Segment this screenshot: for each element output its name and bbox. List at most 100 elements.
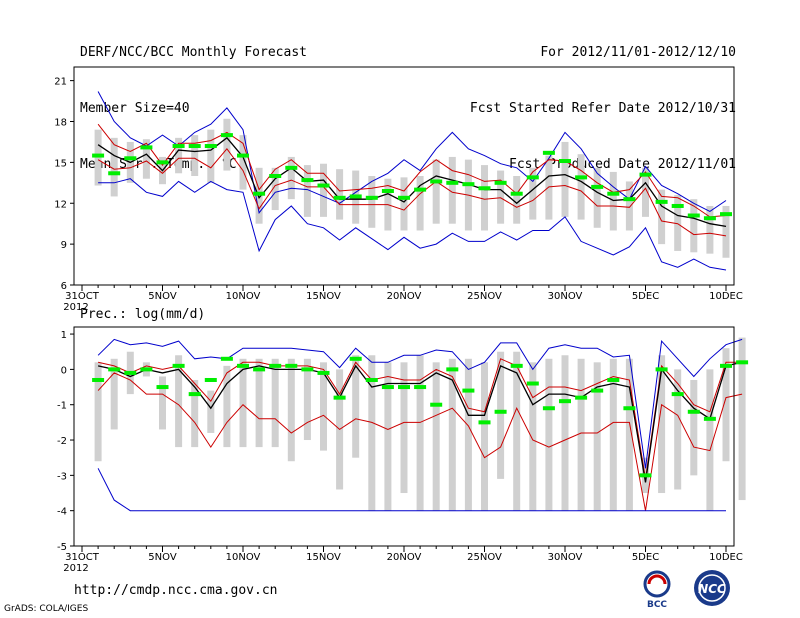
observation-marker [687, 213, 700, 218]
x-tick-label: 31OCT [65, 291, 100, 302]
bcc-logo-text: BCC [647, 600, 667, 610]
spread-box [303, 358, 311, 441]
observation-marker [623, 197, 636, 202]
observation-marker [430, 402, 443, 407]
observation-marker [204, 144, 217, 149]
spread-box [416, 355, 424, 511]
y-tick-label: 12 [54, 199, 67, 210]
series-mean-line [97, 136, 727, 228]
spread-box [287, 358, 295, 462]
spread-box [416, 176, 424, 231]
spread-box [352, 355, 360, 458]
x-tick-label: 5DEC [632, 552, 659, 563]
observation-marker [591, 184, 604, 189]
spread-box [722, 348, 730, 462]
y-tick-label: 6 [61, 281, 67, 292]
x-tick-label: 20NOV [387, 552, 422, 563]
observation-marker [703, 216, 716, 221]
footer-url[interactable]: http://cmdp.ncc.cma.gov.cn [74, 583, 278, 598]
observation-marker [639, 473, 652, 478]
spread-box [609, 358, 617, 511]
panel-1: -5 -4 -3 -2 -1 0 1 31OCT 5NOV 10NOV 15NOV 20NOV 25NO… [57, 326, 749, 574]
spread-box [400, 177, 408, 231]
observation-marker [559, 399, 571, 404]
observation-marker [575, 175, 588, 180]
observation-marker [317, 370, 330, 375]
observation-marker [494, 409, 507, 414]
y-tick-label: -2 [57, 436, 67, 447]
x-tick-label: 5DEC [632, 291, 659, 302]
observation-marker [188, 144, 201, 149]
spread-box [287, 156, 295, 200]
x-tick-label: 5NOV [148, 291, 177, 302]
plot-frame [73, 66, 735, 286]
spread-box [94, 129, 102, 186]
y-tick-label: 18 [54, 118, 67, 129]
observation-marker [446, 367, 459, 372]
spread-box [320, 163, 327, 217]
observation-marker [220, 133, 233, 138]
spread-box [513, 351, 521, 511]
observation-marker [188, 392, 201, 397]
observation-marker [301, 367, 314, 372]
observation-marker [510, 363, 523, 368]
x-tick-label: 30NOV [548, 552, 583, 563]
spread-box [271, 358, 279, 448]
spread-box [545, 155, 553, 220]
spread-box [191, 379, 199, 448]
observation-marker [108, 367, 121, 372]
observation-marker [92, 377, 105, 382]
spread-box [513, 176, 521, 224]
member-size: Member Size=40 [80, 101, 190, 116]
observation-marker [237, 153, 249, 158]
spread-box [191, 135, 199, 176]
observation-marker [156, 385, 169, 390]
spread-box [577, 154, 585, 220]
observation-marker [478, 186, 491, 191]
spread-box [110, 137, 118, 197]
y-tick-label: -1 [57, 401, 67, 412]
x-tick-label: 10NOV [226, 552, 261, 563]
observation-marker [655, 199, 668, 204]
observation-marker [414, 187, 427, 192]
observation-marker [720, 212, 732, 217]
spread-box [239, 135, 247, 190]
grads-credit: GrADS: COLA/IGES [4, 604, 89, 614]
observation-marker [430, 179, 443, 184]
spread-box [609, 171, 617, 231]
series-mean-line [97, 361, 743, 483]
x-year-label: 2012 [63, 302, 88, 313]
observation-marker [510, 191, 523, 196]
observation-marker [333, 395, 346, 400]
bcc-logo: BCC [643, 570, 671, 610]
chart-title: DERF/NCC/BCC Monthly Forecast [80, 45, 307, 60]
series-min-line [97, 468, 726, 512]
spread-box [223, 365, 231, 448]
forecast-period: For 2012/11/01-2012/12/10 [540, 45, 736, 60]
spread-box [303, 165, 311, 217]
observation-marker [526, 175, 539, 180]
precip-panel-title: Prec.: log(mm/d) [80, 307, 206, 322]
observation-marker [736, 360, 749, 365]
spread-box [706, 369, 714, 511]
observation-marker [414, 385, 427, 390]
observation-marker [333, 195, 346, 200]
observation-marker [156, 160, 169, 165]
observation-marker [381, 188, 394, 193]
observation-marker [237, 363, 249, 368]
observation-marker [703, 416, 716, 421]
ncc-logo-text: NCC [698, 582, 726, 596]
y-tick-label: -4 [57, 507, 67, 518]
observation-marker [655, 367, 668, 372]
observation-marker [720, 363, 732, 368]
x-tick-label: 25NOV [467, 552, 502, 563]
observation-marker [204, 377, 217, 382]
spread-box [481, 362, 488, 511]
y-tick-label: -5 [57, 542, 67, 553]
spread-box [432, 362, 440, 511]
observation-marker [542, 150, 555, 155]
spread-box [529, 167, 537, 220]
observation-marker [398, 195, 410, 200]
spread-box [207, 129, 215, 183]
ncc-logo: NCC [694, 570, 730, 606]
